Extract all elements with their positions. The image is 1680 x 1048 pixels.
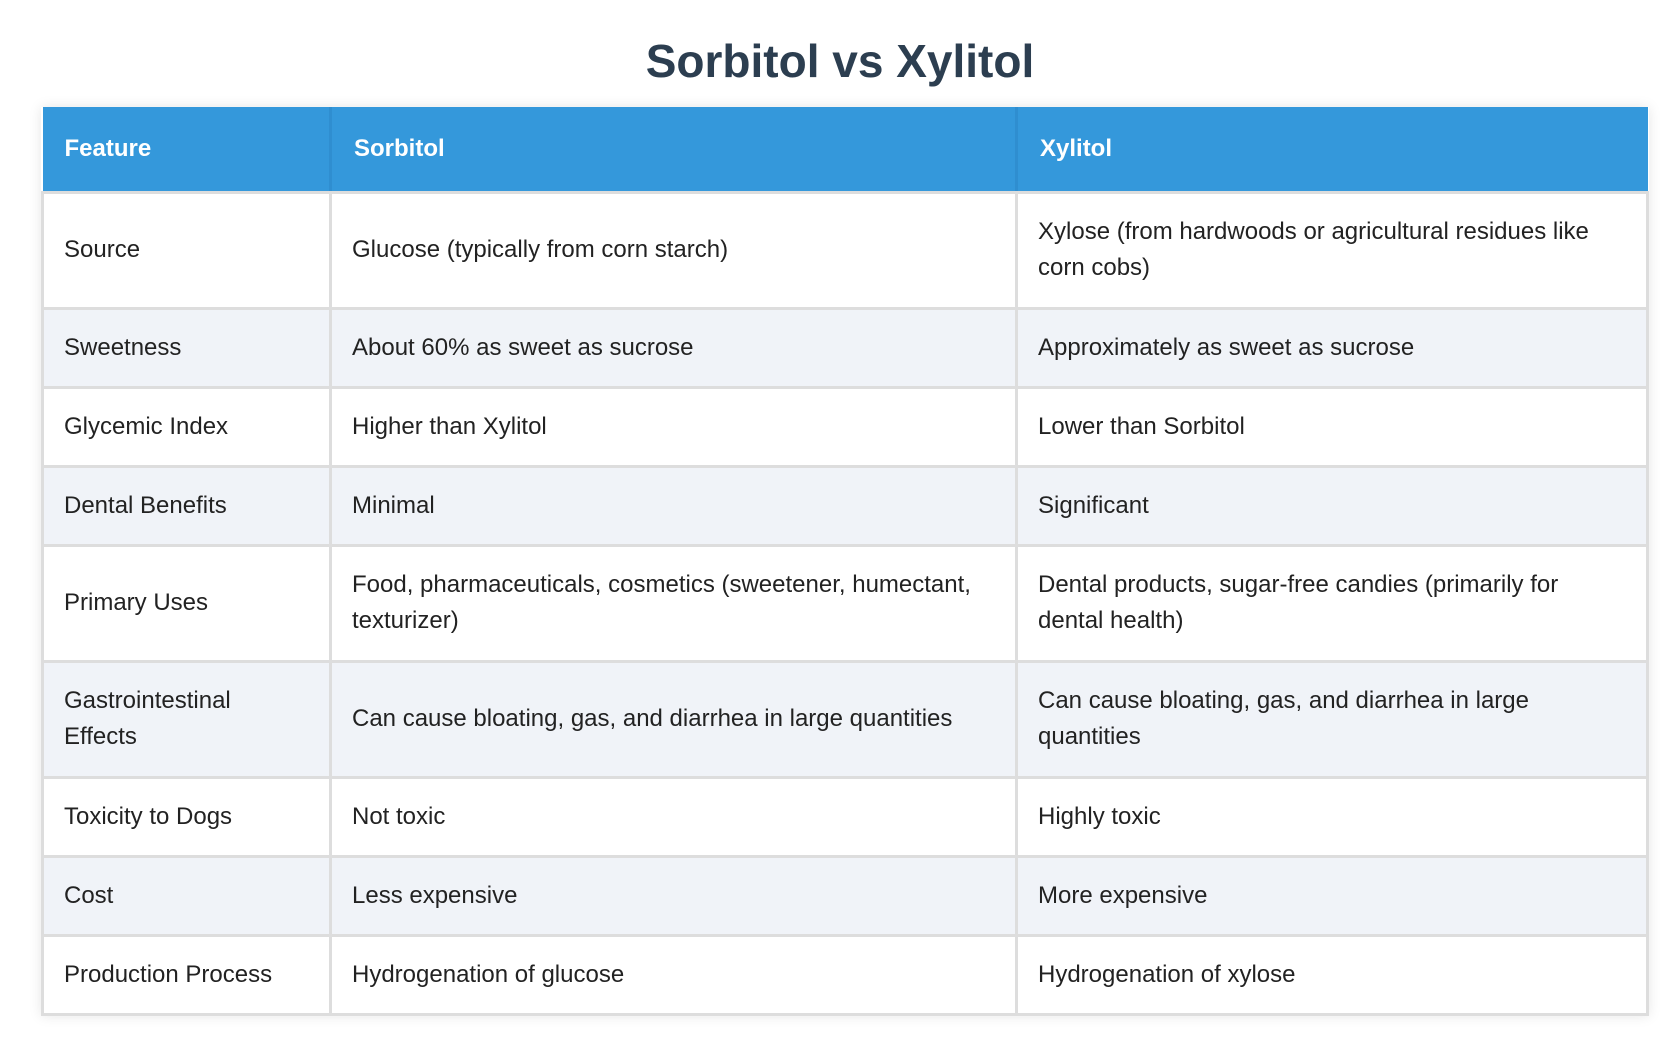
sorbitol-cell: Hydrogenation of glucose xyxy=(329,933,1018,1016)
xylitol-cell: Approximately as sweet as sucrose xyxy=(1015,306,1649,389)
feature-cell: Toxicity to Dogs xyxy=(41,775,332,858)
feature-cell: Source xyxy=(41,190,332,310)
table-row: Gastrointestinal Effects Can cause bloat… xyxy=(41,659,1649,779)
xylitol-cell: Highly toxic xyxy=(1015,775,1649,858)
table-row: Glycemic Index Higher than Xylitol Lower… xyxy=(41,385,1649,468)
feature-cell: Production Process xyxy=(41,933,332,1016)
xylitol-cell: Lower than Sorbitol xyxy=(1015,385,1649,468)
xylitol-cell: More expensive xyxy=(1015,854,1649,937)
header-feature: Feature xyxy=(42,107,332,194)
header-sorbitol: Sorbitol xyxy=(330,107,1018,194)
table-row: Primary Uses Food, pharmaceuticals, cosm… xyxy=(41,543,1649,663)
sorbitol-cell: Glucose (typically from corn starch) xyxy=(329,190,1018,310)
comparison-table: Feature Sorbitol Xylitol Source Glucose … xyxy=(41,107,1649,1016)
sorbitol-cell: About 60% as sweet as sucrose xyxy=(329,306,1018,389)
feature-cell: Primary Uses xyxy=(41,543,332,663)
table-row: Toxicity to Dogs Not toxic Highly toxic xyxy=(41,775,1649,858)
xylitol-cell: Xylose (from hardwoods or agricultural r… xyxy=(1015,190,1649,310)
table-row: Cost Less expensive More expensive xyxy=(41,854,1649,937)
sorbitol-cell: Higher than Xylitol xyxy=(329,385,1018,468)
feature-cell: Gastrointestinal Effects xyxy=(41,659,332,779)
table-row: Sweetness About 60% as sweet as sucrose … xyxy=(41,306,1649,389)
sorbitol-cell: Not toxic xyxy=(329,775,1018,858)
table-row: Dental Benefits Minimal Significant xyxy=(41,464,1649,547)
header-xylitol: Xylitol xyxy=(1016,107,1648,194)
sorbitol-cell: Less expensive xyxy=(329,854,1018,937)
table-row: Production Process Hydrogenation of gluc… xyxy=(41,933,1649,1016)
header-row: Feature Sorbitol Xylitol xyxy=(42,107,1648,194)
xylitol-cell: Dental products, sugar-free candies (pri… xyxy=(1015,543,1649,663)
xylitol-cell: Hydrogenation of xylose xyxy=(1015,933,1649,1016)
page-title: Sorbitol vs Xylitol xyxy=(645,35,1035,87)
sorbitol-cell: Food, pharmaceuticals, cosmetics (sweete… xyxy=(329,543,1018,663)
feature-cell: Cost xyxy=(41,854,332,937)
sorbitol-cell: Minimal xyxy=(329,464,1018,547)
feature-cell: Glycemic Index xyxy=(41,385,332,468)
xylitol-cell: Can cause bloating, gas, and diarrhea in… xyxy=(1015,659,1649,779)
feature-cell: Dental Benefits xyxy=(41,464,332,547)
table-row: Source Glucose (typically from corn star… xyxy=(41,190,1649,310)
sorbitol-cell: Can cause bloating, gas, and diarrhea in… xyxy=(329,659,1018,779)
feature-cell: Sweetness xyxy=(41,306,332,389)
xylitol-cell: Significant xyxy=(1015,464,1649,547)
